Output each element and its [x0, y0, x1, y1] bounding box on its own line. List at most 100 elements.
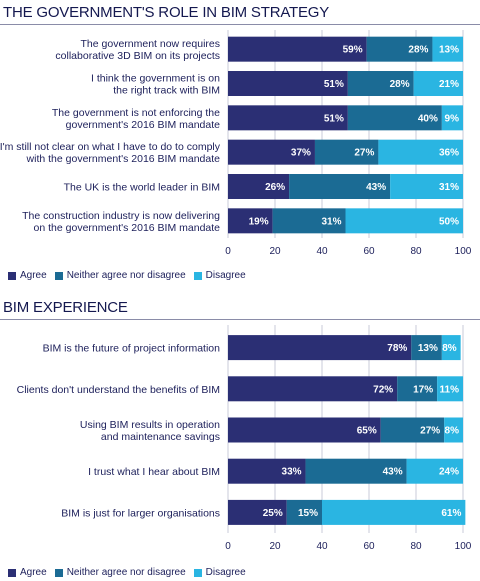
chart-1-plot: 0 20 40 60 80 100 The government now requires c… — [0, 30, 472, 257]
bar-segment-neutral — [380, 417, 445, 443]
data-label-agree: 25% — [263, 508, 283, 519]
legend-neutral: Neither agree nor disagree — [54, 270, 186, 281]
category-label: The UK is the world leader in BIM — [64, 182, 220, 194]
chart-2-title-rule — [0, 319, 480, 320]
bar-segment-neutral — [286, 499, 322, 525]
bar-segment-neutral — [366, 36, 433, 62]
legend-agree-label: Agree — [20, 270, 47, 281]
data-label-neutral: 43% — [366, 182, 386, 193]
category-label: The government is not enforcing the gover… — [52, 107, 220, 131]
data-label-agree: 78% — [387, 343, 407, 354]
data-label-neutral: 17% — [413, 384, 433, 395]
bar-segment-agree — [228, 417, 381, 443]
data-label-agree: 65% — [357, 426, 377, 437]
chart-1-title-rule — [0, 24, 480, 25]
bar-segment-disagree — [322, 499, 466, 525]
bar-segment-agree — [228, 499, 287, 525]
data-label-disagree: 21% — [439, 79, 459, 90]
legend-agree: Agree — [8, 567, 47, 578]
legend-neutral-label: Neither agree nor disagree — [66, 567, 186, 578]
data-label-disagree: 61% — [441, 508, 461, 519]
x-tick-label: 40 — [316, 246, 328, 257]
data-label-neutral: 13% — [418, 343, 438, 354]
chart-2-plot: 0 20 40 60 80 100 BIM is the future of project… — [17, 325, 472, 552]
bar-segment-agree — [228, 36, 367, 62]
category-label: I trust what I hear about BIM — [88, 466, 220, 478]
x-tick-label: 40 — [316, 541, 328, 552]
legend-agree: Agree — [8, 270, 47, 281]
category-label: Clients don't understand the benefits of… — [17, 384, 220, 396]
bar-segment-neutral — [289, 174, 391, 199]
bar-segment-disagree — [441, 105, 463, 131]
data-label-agree: 26% — [265, 182, 285, 193]
chart-2-title: BIM EXPERIENCE — [3, 299, 128, 316]
category-label: I think the government is on the right tr… — [91, 73, 220, 97]
bar-segment-agree — [228, 174, 290, 199]
data-label-disagree: 13% — [439, 45, 459, 56]
bar-segment-agree — [228, 208, 273, 234]
legend-disagree-label: Disagree — [205, 567, 246, 578]
bar-segment-agree — [228, 376, 398, 402]
data-label-agree: 72% — [373, 384, 393, 395]
category-label: BIM is just for larger organisations — [61, 507, 220, 519]
data-label-disagree: 8% — [442, 343, 457, 354]
legend-neutral-swatch — [54, 271, 63, 280]
x-tick-label: 20 — [269, 541, 281, 552]
data-label-agree: 37% — [291, 148, 311, 159]
legend-agree-swatch — [8, 271, 16, 280]
category-label: The construction industry is now deliver… — [22, 210, 220, 234]
category-label: I'm still not clear on what I have to do… — [0, 141, 221, 165]
data-label-agree: 19% — [249, 216, 269, 227]
bar-segment-agree — [228, 105, 348, 131]
data-label-neutral: 43% — [383, 467, 403, 478]
bar-segment-neutral — [347, 71, 414, 96]
x-tick-label: 60 — [363, 541, 375, 552]
bar-segment-disagree — [432, 36, 463, 62]
chart-2-legend: Agree Neither agree nor disagree Disagre… — [8, 567, 246, 578]
bar-segment-agree — [228, 335, 412, 361]
data-label-neutral: 28% — [390, 79, 410, 90]
data-label-disagree: 31% — [439, 182, 459, 193]
data-label-neutral: 27% — [354, 148, 374, 159]
x-tick-label: 100 — [455, 246, 472, 257]
data-label-disagree: 8% — [445, 426, 460, 437]
data-label-disagree: 11% — [440, 384, 460, 395]
legend-disagree: Disagree — [193, 567, 246, 578]
data-label-neutral: 15% — [298, 508, 318, 519]
bar-segment-disagree — [441, 335, 461, 361]
legend-agree-label: Agree — [20, 567, 47, 578]
chart-1-legend: Agree Neither agree nor disagree Disagre… — [8, 270, 246, 281]
bar-segment-disagree — [413, 71, 463, 96]
bar-segment-neutral — [411, 335, 442, 361]
data-label-disagree: 9% — [445, 113, 460, 124]
x-tick-label: 100 — [455, 541, 472, 552]
data-label-neutral: 40% — [418, 113, 438, 124]
category-label: Using BIM results in operation and mainte… — [80, 419, 220, 443]
data-label-neutral: 28% — [408, 45, 428, 56]
data-label-agree: 51% — [324, 79, 344, 90]
data-label-disagree: 50% — [439, 216, 459, 227]
x-tick-label: 20 — [269, 246, 281, 257]
bar-segment-agree — [228, 71, 348, 96]
x-tick-label: 80 — [410, 246, 422, 257]
bar-segment-disagree — [345, 208, 463, 234]
bar-segment-agree — [228, 139, 315, 165]
bar-segment-neutral — [272, 208, 346, 234]
bar-segment-disagree — [406, 458, 463, 484]
legend-neutral-swatch — [54, 568, 63, 577]
data-label-agree: 33% — [282, 467, 302, 478]
data-label-neutral: 27% — [420, 426, 440, 437]
data-label-neutral: 31% — [321, 216, 341, 227]
data-label-agree: 59% — [343, 45, 363, 56]
bar-segment-disagree — [444, 417, 463, 443]
data-label-disagree: 24% — [439, 467, 459, 478]
legend-neutral: Neither agree nor disagree — [54, 567, 186, 578]
category-label: The government now requires collaborative… — [55, 38, 220, 62]
x-tick-label: 60 — [363, 246, 375, 257]
bar-segment-disagree — [437, 376, 463, 402]
chart-1-title: THE GOVERNMENT'S ROLE IN BIM STRATEGY — [3, 4, 330, 21]
data-label-agree: 51% — [324, 113, 344, 124]
bar-segment-neutral — [347, 105, 442, 131]
category-label: BIM is the future of project information — [43, 343, 221, 355]
bar-segment-disagree — [390, 174, 463, 199]
